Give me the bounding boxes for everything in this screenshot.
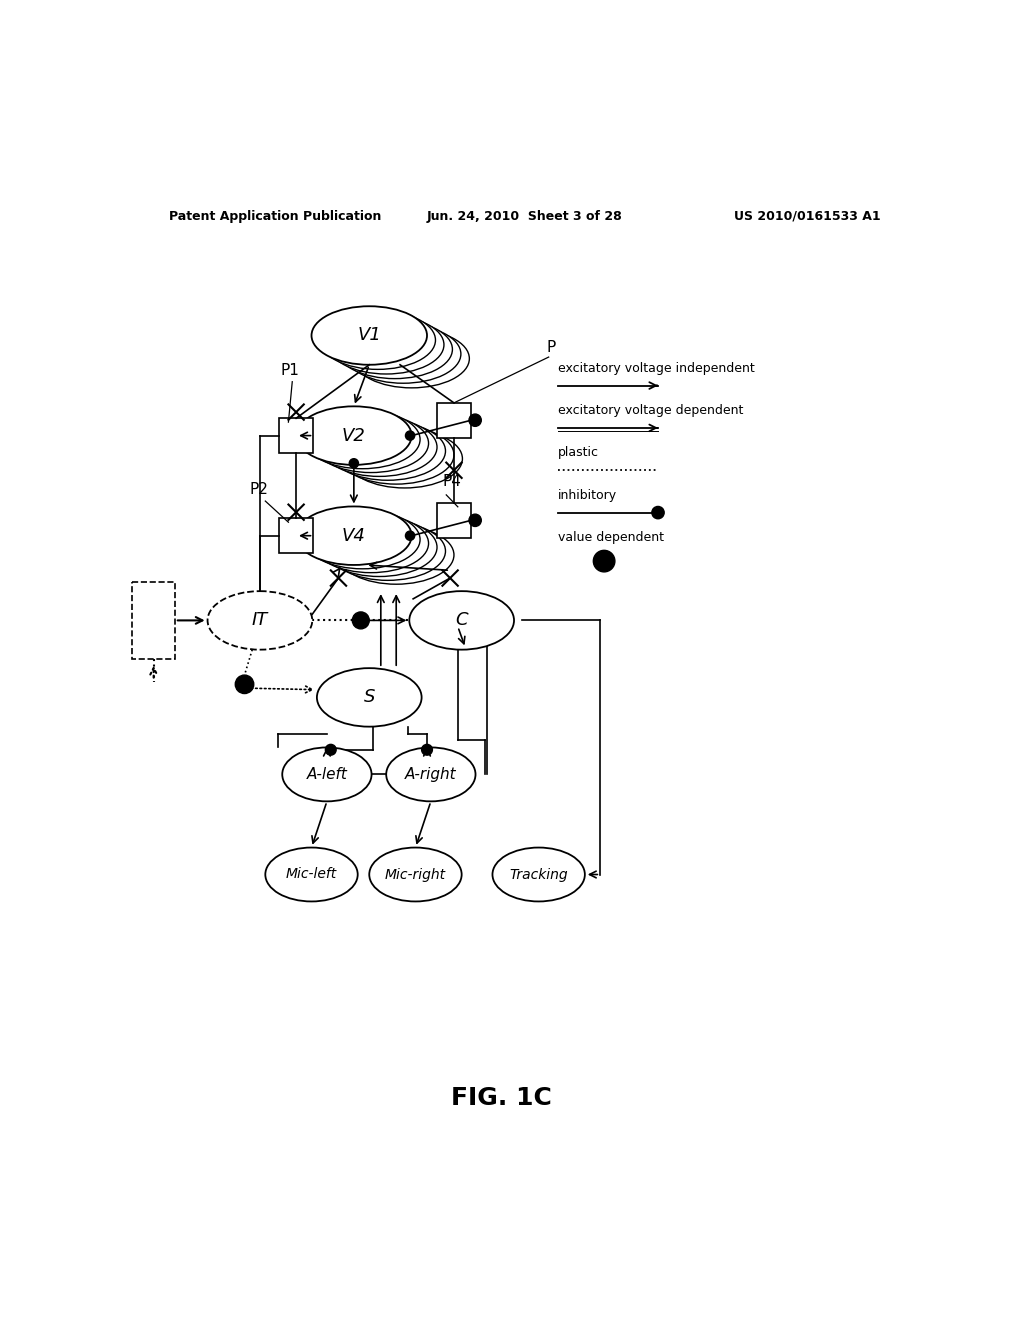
Ellipse shape — [265, 847, 357, 902]
Ellipse shape — [354, 330, 469, 388]
Ellipse shape — [283, 747, 372, 801]
Text: Mic-right: Mic-right — [385, 867, 446, 882]
Ellipse shape — [386, 747, 475, 801]
Text: P2: P2 — [250, 482, 268, 498]
Ellipse shape — [316, 668, 422, 726]
Text: US 2010/0161533 A1: US 2010/0161533 A1 — [734, 210, 881, 223]
Text: inhibitory: inhibitory — [558, 488, 617, 502]
Text: plastic: plastic — [558, 446, 599, 459]
Ellipse shape — [337, 321, 453, 379]
Circle shape — [593, 550, 614, 572]
Ellipse shape — [208, 591, 312, 649]
Ellipse shape — [330, 422, 445, 480]
Circle shape — [652, 507, 665, 519]
Circle shape — [469, 515, 481, 527]
Text: Jun. 24, 2010  Sheet 3 of 28: Jun. 24, 2010 Sheet 3 of 28 — [427, 210, 623, 223]
Ellipse shape — [311, 306, 427, 364]
Ellipse shape — [329, 315, 444, 374]
Circle shape — [236, 675, 254, 693]
Bar — [279, 519, 313, 553]
Ellipse shape — [339, 425, 454, 484]
Ellipse shape — [313, 414, 429, 473]
Ellipse shape — [339, 525, 454, 585]
Circle shape — [406, 531, 415, 540]
Ellipse shape — [493, 847, 585, 902]
Ellipse shape — [304, 411, 420, 469]
Circle shape — [406, 432, 415, 441]
Text: P1: P1 — [281, 363, 300, 378]
Text: P4: P4 — [442, 474, 461, 490]
Ellipse shape — [319, 312, 435, 370]
Circle shape — [422, 744, 432, 755]
Text: value dependent: value dependent — [558, 531, 664, 544]
Text: V4: V4 — [342, 527, 366, 545]
Ellipse shape — [296, 507, 412, 565]
Circle shape — [352, 612, 370, 628]
Text: Mic-left: Mic-left — [286, 867, 337, 882]
Text: V2: V2 — [342, 426, 366, 445]
Ellipse shape — [370, 847, 462, 902]
Text: C: C — [456, 611, 468, 630]
Ellipse shape — [330, 521, 445, 581]
Text: P: P — [547, 339, 556, 355]
Ellipse shape — [304, 511, 420, 569]
Bar — [436, 403, 471, 437]
Text: excitatory voltage independent: excitatory voltage independent — [558, 362, 755, 375]
Bar — [436, 503, 471, 537]
Ellipse shape — [322, 517, 437, 577]
Text: excitatory voltage dependent: excitatory voltage dependent — [558, 404, 743, 417]
Bar — [132, 582, 175, 659]
Circle shape — [349, 459, 358, 469]
Ellipse shape — [347, 429, 463, 488]
Ellipse shape — [322, 418, 437, 477]
Text: FIG. 1C: FIG. 1C — [452, 1086, 552, 1110]
Ellipse shape — [410, 591, 514, 649]
Text: S: S — [364, 689, 375, 706]
Bar — [279, 418, 313, 453]
Text: A-right: A-right — [406, 767, 457, 781]
Ellipse shape — [296, 407, 412, 465]
Text: Patent Application Publication: Patent Application Publication — [169, 210, 381, 223]
Text: A-left: A-left — [306, 767, 347, 781]
Circle shape — [326, 744, 336, 755]
Ellipse shape — [313, 515, 429, 573]
Circle shape — [469, 414, 481, 426]
Text: Tracking: Tracking — [509, 867, 568, 882]
Text: IT: IT — [252, 611, 268, 630]
Text: V1: V1 — [357, 326, 381, 345]
Ellipse shape — [345, 325, 461, 383]
